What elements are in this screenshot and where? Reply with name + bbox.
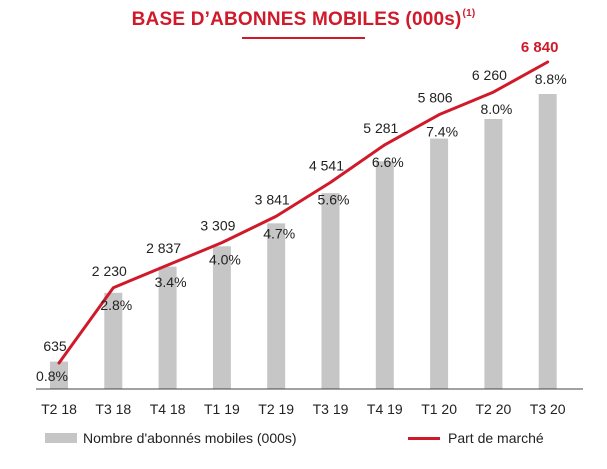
legend-item-line: Part de marché	[408, 430, 544, 446]
title-underline	[242, 37, 365, 39]
bar-1	[104, 292, 123, 389]
bar-value-label-0: 635	[43, 338, 67, 354]
share-value-label-5: 5.6%	[318, 191, 350, 207]
bar-value-label-9: 6 840	[521, 39, 559, 56]
bar-4	[267, 223, 286, 389]
bar-6	[375, 161, 394, 389]
legend-line-swatch	[408, 436, 440, 440]
share-value-label-3: 4.0%	[209, 252, 241, 268]
bar-value-label-7: 5 806	[418, 90, 453, 106]
x-tick-label-1: T3 18	[95, 401, 131, 417]
bar-value-label-8: 6 260	[472, 67, 507, 83]
legend-bar-swatch	[45, 433, 77, 443]
share-value-label-7: 7.4%	[426, 124, 458, 140]
x-tick-label-2: T4 18	[150, 401, 186, 417]
x-tick-label-8: T2 20	[475, 401, 511, 417]
share-value-label-2: 3.4%	[155, 274, 187, 290]
x-tick-label-0: T2 18	[41, 401, 77, 417]
chart-title: BASE D’ABONNES MOBILES (000s)(1)	[0, 8, 607, 31]
bar-5	[321, 193, 340, 389]
bar-9	[538, 94, 557, 389]
bar-3	[212, 246, 231, 389]
legend-bar-label: Nombre d'abonnés mobiles (000s)	[83, 430, 297, 446]
bar-value-label-2: 2 837	[146, 240, 181, 256]
bar-2	[158, 266, 177, 389]
x-tick-label-3: T1 19	[204, 401, 240, 417]
x-tick-label-4: T2 19	[258, 401, 294, 417]
bar-8	[484, 119, 503, 389]
x-tick-label-5: T3 19	[313, 401, 349, 417]
legend-line-label: Part de marché	[448, 430, 544, 446]
bar-value-label-1: 2 230	[92, 263, 127, 279]
share-value-label-8: 8.0%	[480, 101, 512, 117]
bar-7	[430, 138, 449, 389]
share-value-label-9: 8.8%	[535, 71, 567, 87]
bar-value-label-6: 5 281	[363, 120, 398, 136]
combo-chart: 635 0.8% T2 18 2 230 2.8% T3 18 2 837 3.4% T4 18…	[36, 39, 583, 417]
share-value-label-4: 4.7%	[263, 225, 295, 241]
x-tick-label-6: T4 19	[367, 401, 403, 417]
bar-0	[50, 361, 68, 389]
legend-item-bars: Nombre d'abonnés mobiles (000s)	[45, 430, 297, 446]
market-share-line	[57, 60, 550, 365]
x-tick-label-7: T1 20	[421, 401, 457, 417]
share-value-label-1: 2.8%	[100, 297, 132, 313]
share-value-label-6: 6.6%	[372, 154, 404, 170]
bar-value-label-4: 3 841	[255, 191, 290, 207]
bar-value-label-3: 3 309	[200, 218, 235, 234]
chart-title-footnote: (1)	[462, 8, 476, 19]
share-value-label-0: 0.8%	[36, 368, 68, 384]
chart-legend: Nombre d'abonnés mobiles (000s) Part de …	[0, 430, 607, 454]
x-tick-label-9: T3 20	[530, 401, 566, 417]
bar-value-label-5: 4 541	[309, 157, 344, 173]
chart-title-text: BASE D’ABONNES MOBILES (000s)	[131, 9, 462, 30]
